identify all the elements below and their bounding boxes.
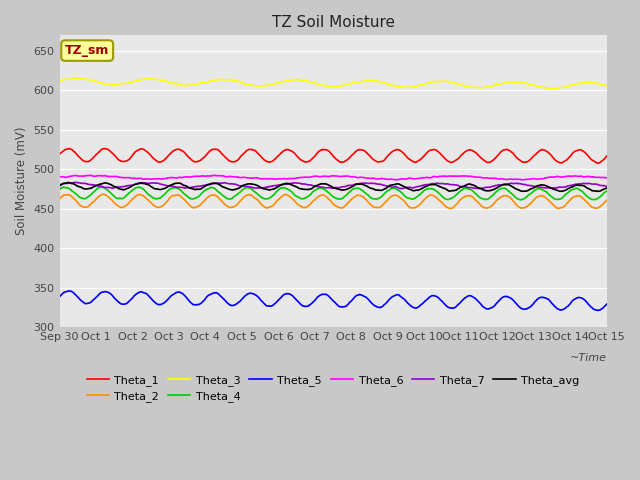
Y-axis label: Soil Moisture (mV): Soil Moisture (mV) — [15, 127, 28, 235]
Text: TZ_sm: TZ_sm — [65, 44, 109, 57]
Title: TZ Soil Moisture: TZ Soil Moisture — [271, 15, 395, 30]
Legend: Theta_1, Theta_2, Theta_3, Theta_4, Theta_5, Theta_6, Theta_7, Theta_avg: Theta_1, Theta_2, Theta_3, Theta_4, Thet… — [82, 371, 584, 407]
Text: ~Time: ~Time — [570, 353, 607, 363]
